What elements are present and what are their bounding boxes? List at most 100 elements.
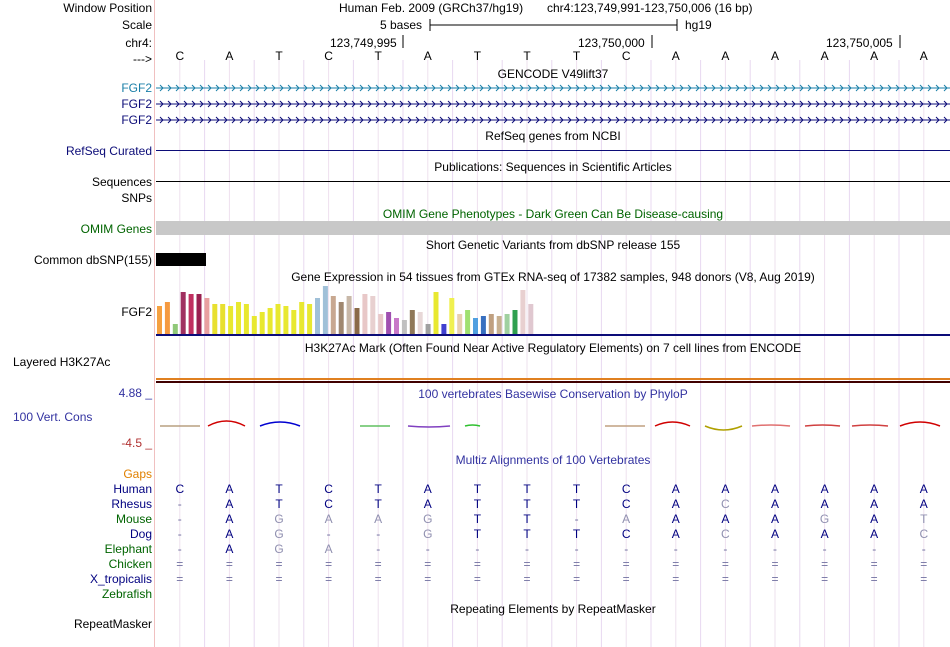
gencode-gene-2[interactable]: FGF2 <box>121 97 152 111</box>
species-label[interactable]: Mouse <box>115 512 152 526</box>
pubs-sequences-label[interactable]: Sequences <box>91 175 152 189</box>
gencode-gene-1[interactable]: FGF2 <box>121 81 152 95</box>
strand-chevron <box>687 116 692 124</box>
strand-chevron <box>423 84 428 92</box>
aligned-base: A <box>225 542 234 556</box>
strand-chevron <box>575 84 580 92</box>
pubs-snps-label[interactable]: SNPs <box>121 191 152 205</box>
pubs-sequence-line[interactable] <box>156 181 950 182</box>
aligned-base: = <box>325 557 333 571</box>
aligned-base: A <box>820 497 829 511</box>
aligned-base: - <box>177 542 182 556</box>
strand-chevron <box>895 116 900 124</box>
strand-chevron <box>551 84 556 92</box>
cons-segment <box>851 424 889 427</box>
aligned-base: - <box>326 527 331 541</box>
aligned-base: A <box>770 527 779 541</box>
strand-chevron <box>415 116 420 124</box>
species-label[interactable]: Rhesus <box>111 497 152 511</box>
strand-chevron <box>495 100 500 108</box>
aligned-base: - <box>177 497 182 511</box>
species-label[interactable]: Chicken <box>108 557 152 571</box>
species-label[interactable]: Zebrafish <box>101 587 152 601</box>
strand-chevron <box>615 116 620 124</box>
rmsk-title: Repeating Elements by RepeatMasker <box>450 602 656 616</box>
aligned-base: - <box>723 542 728 556</box>
gtex-tissue-bar <box>307 304 313 334</box>
aligned-base: T <box>473 497 482 511</box>
strand-chevron <box>199 84 204 92</box>
aligned-base: G <box>819 512 830 526</box>
gaps-label[interactable]: Gaps <box>123 467 152 481</box>
gtex-tissue-bar <box>441 324 447 334</box>
strand-chevron <box>671 100 676 108</box>
assembly-text[interactable]: Human Feb. 2009 (GRCh37/hg19) <box>339 1 524 15</box>
coord-tick-3: 123,750,005 <box>826 36 893 50</box>
aligned-base: A <box>324 542 333 556</box>
strand-chevron <box>239 84 244 92</box>
cons-title: 100 vertebrates Basewise Conservation by… <box>418 387 688 401</box>
species-label[interactable]: Dog <box>129 527 152 541</box>
refseq-label[interactable]: RefSeq Curated <box>65 144 152 158</box>
h3k27ac-label[interactable]: Layered H3K27Ac <box>13 355 111 369</box>
ref-base: A <box>870 49 879 63</box>
strand-chevron <box>887 100 892 108</box>
strand-chevron <box>295 84 300 92</box>
aligned-base: = <box>424 557 432 571</box>
aligned-base: T <box>473 482 482 496</box>
refseq-line[interactable] <box>156 150 950 151</box>
strand-chevron <box>231 116 236 124</box>
species-label[interactable]: Elephant <box>104 542 152 556</box>
omim-gene-bar[interactable] <box>156 221 950 235</box>
gtex-bar-chart[interactable] <box>0 0 950 340</box>
snp-variant-block[interactable] <box>156 253 206 266</box>
aligned-base: G <box>274 542 284 556</box>
strand-chevron <box>663 116 668 124</box>
strand-chevron <box>247 100 252 108</box>
gtex-tissue-bar <box>417 312 423 334</box>
strand-chevron <box>503 100 508 108</box>
rmsk-label[interactable]: RepeatMasker <box>73 617 152 631</box>
strand-chevron <box>823 116 828 124</box>
strand-chevron <box>719 84 724 92</box>
gencode-transcripts[interactable] <box>0 0 950 130</box>
gencode-gene-3[interactable]: FGF2 <box>121 113 152 127</box>
strand-chevron <box>647 116 652 124</box>
strand-chevron <box>215 116 220 124</box>
strand-chevron <box>863 84 868 92</box>
strand-chevron <box>455 100 460 108</box>
cons-segment <box>704 425 743 431</box>
omim-label[interactable]: OMIM Genes <box>80 222 152 236</box>
strand-chevron <box>607 116 612 124</box>
aligned-base: A <box>721 482 730 496</box>
cons-wiggle[interactable] <box>0 0 950 450</box>
snp-label[interactable]: Common dbSNP(155) <box>33 253 152 267</box>
strand-chevron <box>255 84 260 92</box>
strand-chevron <box>503 84 508 92</box>
aligned-base: A <box>919 482 928 496</box>
gtex-tissue-bar <box>425 324 431 334</box>
position-text[interactable]: chr4:123,749,991-123,750,006 (16 bp) <box>547 1 753 15</box>
species-label[interactable]: X_tropicalis <box>89 572 152 586</box>
strand-chevron <box>175 116 180 124</box>
strand-chevron <box>391 100 396 108</box>
aligned-base: A <box>671 497 680 511</box>
strand-chevron <box>495 84 500 92</box>
species-label[interactable]: Human <box>113 482 152 496</box>
aligned-base: - <box>872 542 877 556</box>
h3k27ac-signal-orange[interactable] <box>156 378 950 380</box>
aligned-base: A <box>671 512 680 526</box>
aligned-base: T <box>920 512 928 526</box>
strand-chevron <box>383 116 388 124</box>
gtex-tissue-bar <box>212 304 218 334</box>
cons-label[interactable]: 100 Vert. Cons <box>13 410 93 424</box>
strand-chevron <box>911 84 916 92</box>
aligned-base: = <box>325 572 333 586</box>
strand-chevron <box>471 100 476 108</box>
h3k27ac-signal-dark[interactable] <box>156 381 950 383</box>
aligned-base: = <box>176 557 184 571</box>
gtex-label[interactable]: FGF2 <box>121 305 152 319</box>
strand-chevron <box>431 100 436 108</box>
strand-chevron <box>703 116 708 124</box>
strand-chevron <box>239 100 244 108</box>
